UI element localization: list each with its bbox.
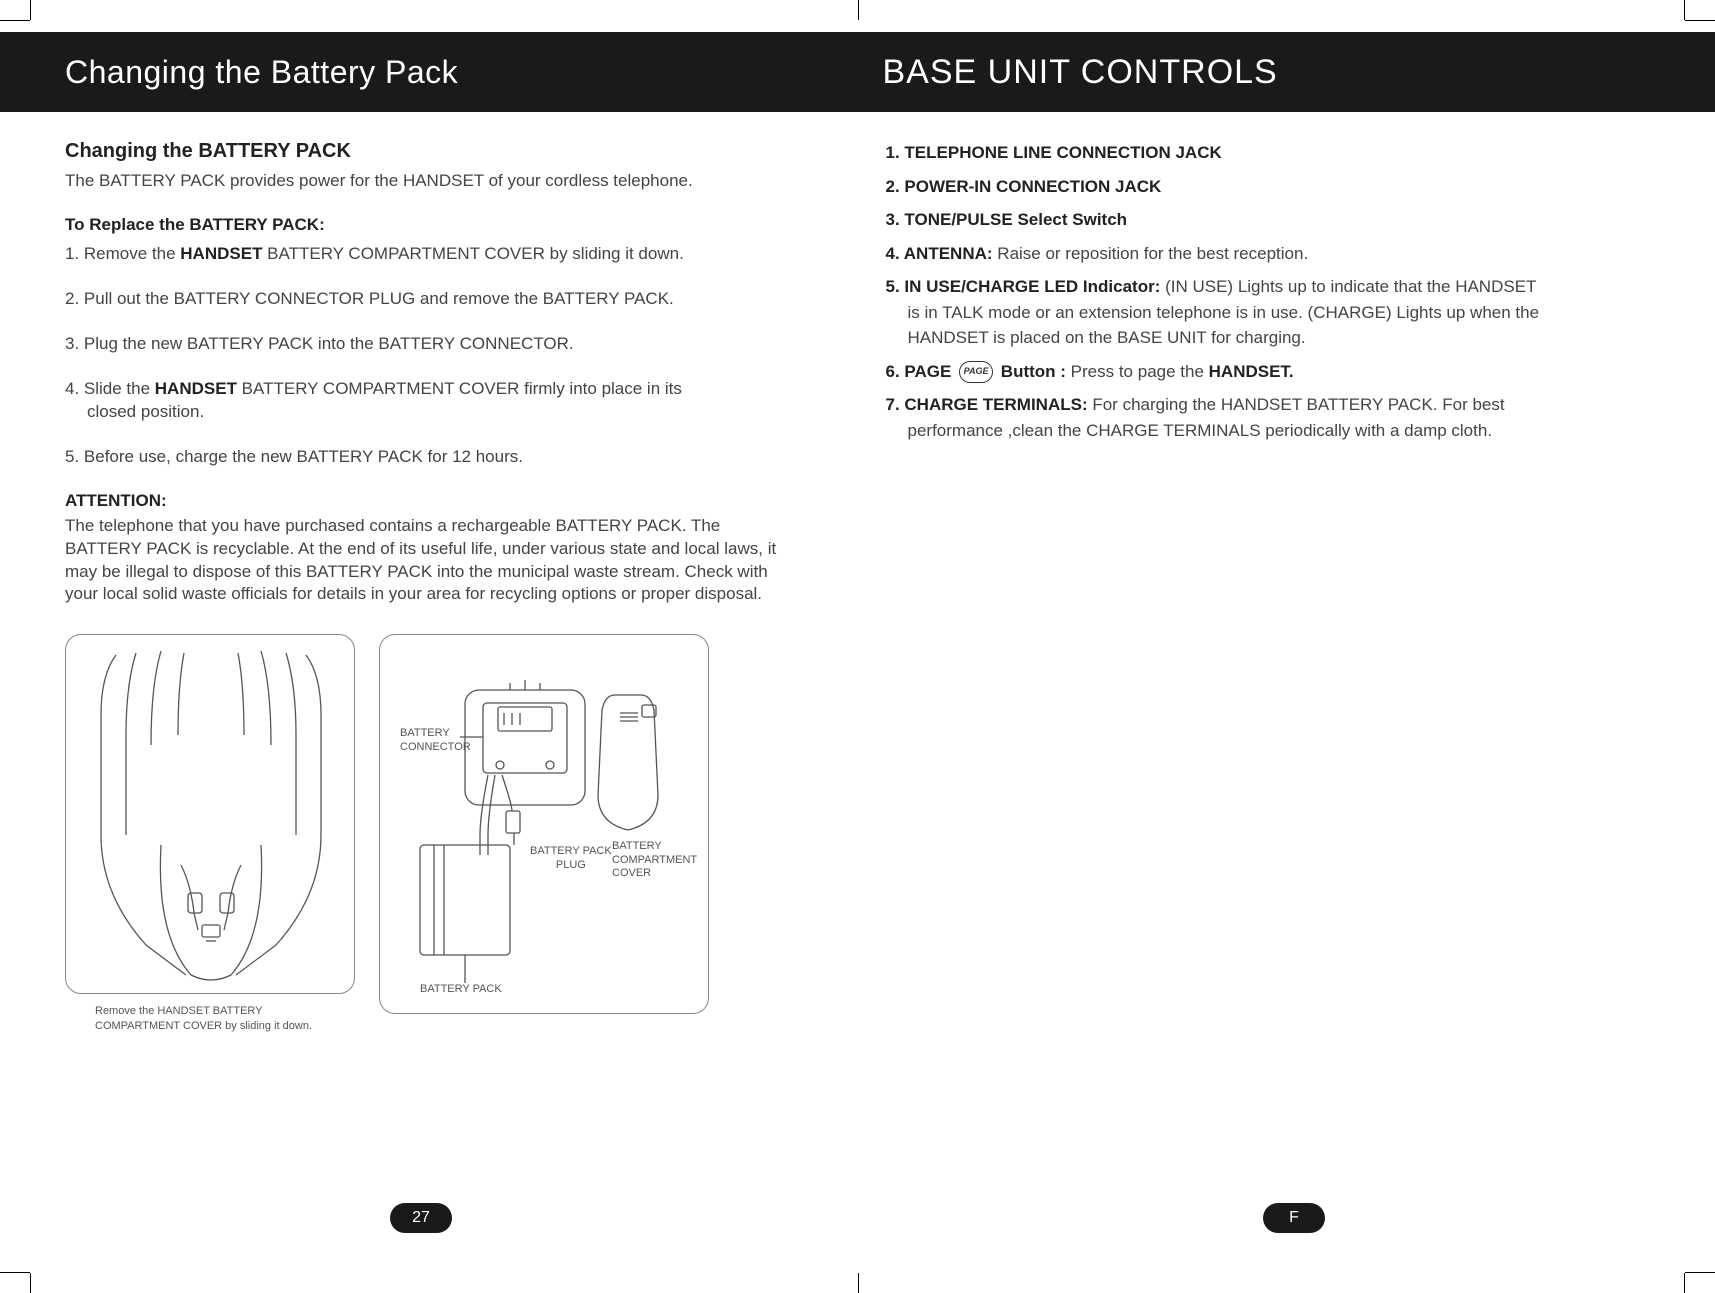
item-num: 2. <box>886 177 905 196</box>
right-header-bar: BASE UNIT CONTROLS <box>858 32 1715 112</box>
control-item-1: 1. TELEPHONE LINE CONNECTION JACK <box>886 140 1651 166</box>
control-item-4: 4. ANTENNA: Raise or reposition for the … <box>886 241 1651 267</box>
control-item-3: 3. TONE/PULSE Select Switch <box>886 207 1651 233</box>
right-page-number: F <box>1263 1203 1325 1233</box>
control-item-7: 7. CHARGE TERMINALS: For charging the HA… <box>886 392 1651 443</box>
item-num: 1. <box>886 143 905 162</box>
label-text: BATTERY PACK <box>420 983 502 995</box>
replace-heading: To Replace the BATTERY PACK: <box>65 215 793 235</box>
page-spread: Changing the Battery Pack Changing the B… <box>0 0 1715 1293</box>
step4-bold: HANDSET <box>155 379 237 398</box>
label-battery-pack-plug: BATTERY PACKPLUG <box>530 845 612 871</box>
item-title: IN USE/CHARGE LED Indicator: <box>904 277 1160 296</box>
control-item-2: 2. POWER-IN CONNECTION JACK <box>886 174 1651 200</box>
step-4: 4. Slide the HANDSET BATTERY COMPARTMENT… <box>65 378 793 424</box>
item-title: PAGE <box>904 362 951 381</box>
handset-hands-illustration <box>66 635 356 995</box>
page-button-label: PAGE <box>964 365 989 379</box>
step-3: 3. Plug the new BATTERY PACK into the BA… <box>65 333 793 356</box>
controls-list: 1. TELEPHONE LINE CONNECTION JACK 2. POW… <box>886 140 1651 443</box>
figure-1 <box>65 634 355 994</box>
step1-pre: 1. Remove the <box>65 244 180 263</box>
left-page-number: 27 <box>390 1203 452 1233</box>
step4-pre: 4. Slide the <box>65 379 155 398</box>
step1-post: BATTERY COMPARTMENT COVER by sliding it … <box>262 244 683 263</box>
page-number-text: 27 <box>412 1209 430 1227</box>
figures-row: Remove the HANDSET BATTERY COMPARTMENT C… <box>65 634 793 1033</box>
step1-bold: HANDSET <box>180 244 262 263</box>
item-cont: is in TALK mode or an extension telephon… <box>886 300 1651 326</box>
left-header-bar: Changing the Battery Pack <box>0 32 858 112</box>
item-title: TONE/PULSE Select Switch <box>904 210 1127 229</box>
item-body: Press to page the <box>1071 362 1209 381</box>
item-body: Raise or reposition for the best recepti… <box>993 244 1309 263</box>
item-title: CHARGE TERMINALS: <box>904 395 1087 414</box>
item-title: TELEPHONE LINE CONNECTION JACK <box>904 143 1221 162</box>
battery-compartment-illustration <box>380 635 710 1015</box>
right-page: BASE UNIT CONTROLS 1. TELEPHONE LINE CON… <box>858 0 1715 1293</box>
label-battery-cover: BATTERYCOMPARTMENTCOVER <box>612 840 697 880</box>
item-num: 6. <box>886 362 905 381</box>
item-num: 7. <box>886 395 905 414</box>
page-button-icon: PAGE <box>959 361 993 383</box>
item-cont: HANDSET is placed on the BASE UNIT for c… <box>886 325 1651 351</box>
item-num: 4. <box>886 244 904 263</box>
label-text: BATTERYCONNECTOR <box>400 727 471 752</box>
figure-1-caption: Remove the HANDSET BATTERY COMPARTMENT C… <box>65 1004 345 1033</box>
step-2: 2. Pull out the BATTERY CONNECTOR PLUG a… <box>65 288 793 311</box>
left-content: Changing the BATTERY PACK The BATTERY PA… <box>0 112 858 1033</box>
label-text: BATTERYCOMPARTMENTCOVER <box>612 840 697 878</box>
item-body-bold: HANDSET. <box>1209 362 1294 381</box>
attention-body: The telephone that you have purchased co… <box>65 515 793 607</box>
item-title: ANTENNA: <box>904 244 993 263</box>
right-header-title: BASE UNIT CONTROLS <box>883 53 1278 92</box>
label-text: BATTERY PACKPLUG <box>530 845 612 870</box>
attention-heading: ATTENTION: <box>65 491 793 511</box>
left-header-title: Changing the Battery Pack <box>65 54 458 91</box>
figure-1-wrap: Remove the HANDSET BATTERY COMPARTMENT C… <box>65 634 355 1033</box>
page-number-text: F <box>1289 1209 1299 1227</box>
item-cont: performance ,clean the CHARGE TERMINALS … <box>886 418 1651 444</box>
item-body: For charging the HANDSET BATTERY PACK. F… <box>1088 395 1505 414</box>
step-5: 5. Before use, charge the new BATTERY PA… <box>65 446 793 469</box>
item-num: 3. <box>886 210 905 229</box>
item-num: 5. <box>886 277 905 296</box>
item-post-bold: Button : <box>996 362 1071 381</box>
control-item-5: 5. IN USE/CHARGE LED Indicator: (IN USE)… <box>886 274 1651 351</box>
intro-text: The BATTERY PACK provides power for the … <box>65 171 793 191</box>
step-1: 1. Remove the HANDSET BATTERY COMPARTMEN… <box>65 243 793 266</box>
label-battery-connector: BATTERYCONNECTOR <box>400 727 471 753</box>
item-body: (IN USE) Lights up to indicate that the … <box>1160 277 1536 296</box>
section-heading: Changing the BATTERY PACK <box>65 140 793 163</box>
item-title: POWER-IN CONNECTION JACK <box>904 177 1161 196</box>
step4-cont: closed position. <box>65 401 793 424</box>
right-content: 1. TELEPHONE LINE CONNECTION JACK 2. POW… <box>858 112 1715 443</box>
step4-post: BATTERY COMPARTMENT COVER firmly into pl… <box>237 379 682 398</box>
figure-2: BATTERYCONNECTOR BATTERY PACKPLUG BATTER… <box>379 634 709 1014</box>
label-battery-pack: BATTERY PACK <box>420 983 502 996</box>
left-page: Changing the Battery Pack Changing the B… <box>0 0 858 1293</box>
control-item-6: 6. PAGE PAGE Button : Press to page the … <box>886 359 1651 385</box>
